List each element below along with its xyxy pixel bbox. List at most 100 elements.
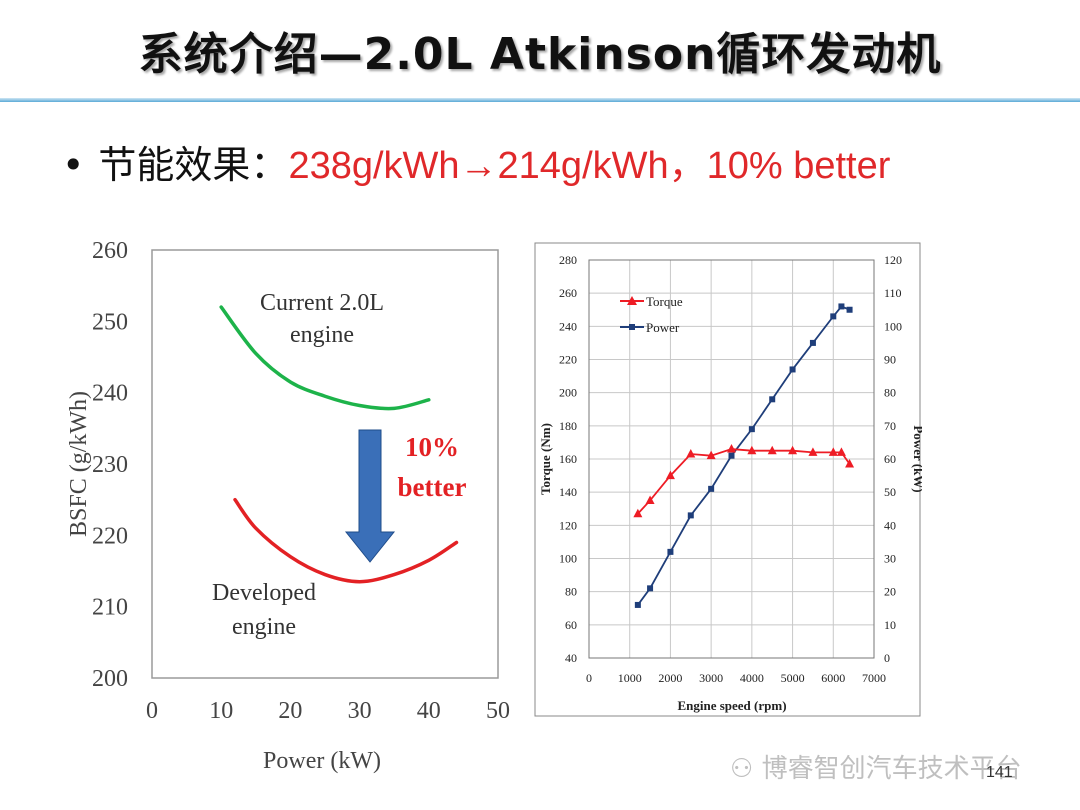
bsfc-plot-frame: [151, 249, 499, 679]
torque-y-tick-label: 60: [565, 618, 577, 632]
torque-power-x-tick-label: 3000: [699, 671, 723, 685]
bullet-dot-icon: •: [62, 143, 85, 187]
torque-data-point: [845, 458, 855, 468]
torque-y-tick-label: 260: [559, 286, 577, 300]
torque-y-tick-label: 80: [565, 585, 577, 599]
torque-power-x-tick-label: 6000: [821, 671, 845, 685]
power-y-tick-label: 90: [884, 353, 896, 367]
torque-power-x-tick-label: 1000: [618, 671, 642, 685]
power-y-tick-label: 40: [884, 518, 896, 532]
torque-y-tick-label: 200: [559, 386, 577, 400]
torque-data-point: [686, 449, 696, 458]
torque-power-x-tick-label: 5000: [781, 671, 805, 685]
torque-power-legend: Torque Power: [620, 294, 683, 335]
power-y-tick-label: 60: [884, 452, 896, 466]
bsfc-x-tick-label: 50: [486, 698, 510, 724]
torque-y-axis-label: Torque (Nm): [538, 423, 553, 495]
torque-data-point: [788, 445, 798, 455]
torque-data-point: [706, 450, 716, 460]
bullet-value: 238g/kWh→214g/kWh，10% better: [288, 145, 891, 187]
torque-data-point: [727, 444, 736, 453]
bsfc-y-tick-label: 220: [92, 523, 128, 549]
bsfc-developed-engine-curve: [233, 497, 459, 584]
legend-torque-marker-icon: [627, 296, 637, 305]
power-y-tick-label: 50: [884, 485, 896, 499]
power-y-tick-label: 20: [884, 585, 896, 599]
torque-data-point: [665, 470, 675, 480]
torque-power-x-tick-label: 0: [586, 671, 592, 685]
power-data-point: [838, 303, 845, 310]
power-data-point: [846, 306, 853, 313]
bsfc-x-tick-label: 10: [209, 698, 233, 724]
slide-title: 系统介绍—2.0L Atkinson循环发动机: [138, 29, 942, 80]
torque-data-point: [836, 447, 846, 456]
legend-power-label: Power: [646, 320, 680, 335]
torque-y-tick-label: 100: [559, 552, 577, 566]
bsfc-y-tick-label: 250: [92, 309, 128, 335]
footer-logo: ⚇ 博睿智创汽车技术平台: [730, 748, 1022, 785]
bsfc-x-tick-label: 0: [146, 698, 158, 724]
torque-data-point: [767, 445, 777, 455]
bsfc-y-tick-label: 260: [92, 238, 128, 264]
torque-y-tick-label: 240: [559, 319, 577, 333]
torque-data-point: [808, 447, 818, 456]
power-data-point: [769, 396, 776, 403]
torque-power-plot-frame: [588, 259, 875, 659]
wechat-icon: ⚇: [730, 754, 762, 784]
bsfc-x-tick-label: 20: [278, 698, 302, 724]
bsfc-developed-engine-label-line-2: engine: [232, 614, 296, 640]
bsfc-y-tick-label: 230: [92, 452, 128, 478]
torque-y-tick-label: 220: [559, 353, 577, 367]
title-divider: [0, 98, 1080, 102]
bsfc-y-axis-label: BSFC (g/kWh): [66, 391, 92, 537]
bsfc-x-tick-label: 30: [348, 698, 372, 724]
power-data-point: [667, 548, 674, 555]
torque-y-tick-label: 120: [559, 518, 577, 532]
bsfc-y-tick-label: 200: [92, 666, 128, 692]
power-y-tick-label: 80: [884, 386, 896, 400]
torque-power-x-tick-label: 7000: [862, 671, 886, 685]
power-data-point: [634, 601, 641, 608]
torque-y-tick-label: 280: [559, 253, 577, 267]
power-y-tick-label: 30: [884, 552, 896, 566]
bullet-label: 节能效果：: [98, 143, 289, 187]
torque-power-chart-frame: [534, 242, 921, 717]
bsfc-current-engine-curve: [219, 305, 431, 411]
bsfc-developed-engine-label-line-1: Developed: [212, 580, 316, 606]
torque-y-tick-label: 140: [559, 485, 577, 499]
power-data-point: [809, 339, 816, 346]
bullet-line: • 节能效果：238g/kWh→214g/kWh，10% better: [62, 134, 890, 189]
torque-y-tick-label: 180: [559, 419, 577, 433]
power-data-point: [748, 426, 755, 433]
bsfc-annotation-line-1: 10%: [405, 432, 459, 462]
power-y-tick-label: 10: [884, 618, 896, 632]
torque-data-point: [828, 447, 838, 456]
power-data-point: [728, 452, 735, 459]
bsfc-improvement-arrow-icon: [344, 429, 396, 563]
power-data-point: [708, 485, 715, 492]
torque-data-point: [633, 508, 643, 518]
torque-power-x-tick-label: 2000: [658, 671, 682, 685]
power-y-tick-label: 120: [884, 253, 902, 267]
bsfc-chart: 200 210 220 230 240 250 260 0 10 20 30 40 50 Curren…: [66, 238, 510, 774]
page-number: 141: [986, 764, 1013, 781]
bsfc-x-tick-label: 40: [417, 698, 441, 724]
power-y-tick-label: 100: [884, 319, 902, 333]
torque-power-x-tick-label: 4000: [740, 671, 764, 685]
power-data-point: [830, 313, 837, 320]
power-y-tick-label: 0: [884, 651, 890, 665]
legend-torque-label: Torque: [646, 294, 683, 309]
power-data-point: [789, 366, 796, 373]
footer-logo-text: 博睿智创汽车技术平台: [761, 754, 1022, 784]
bsfc-y-tick-label: 210: [92, 595, 128, 621]
power-data-point: [687, 512, 694, 519]
torque-data-point: [747, 445, 757, 455]
power-y-tick-label: 110: [884, 286, 902, 300]
power-y-tick-label: 70: [884, 419, 896, 433]
torque-y-tick-label: 40: [565, 651, 577, 665]
torque-data-point: [645, 495, 655, 504]
bsfc-y-tick-label: 240: [92, 381, 128, 407]
power-y-axis-label: Power (kW): [911, 425, 922, 492]
legend-power-marker-icon: [629, 324, 635, 330]
